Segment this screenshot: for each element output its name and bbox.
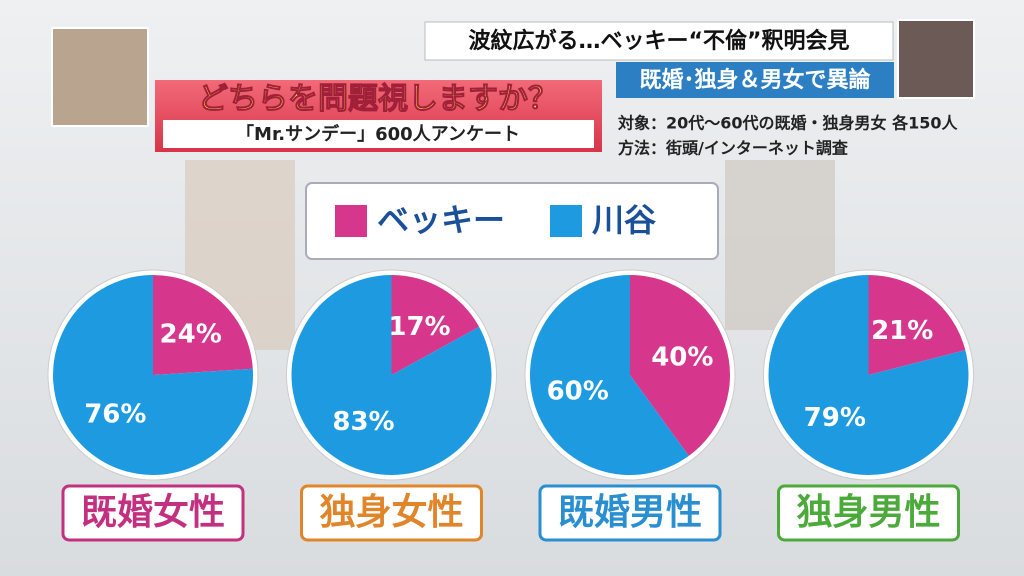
legend-swatch	[335, 205, 367, 237]
pie-slice	[868, 275, 966, 375]
survey-note: 方法：街頭/インターネット調査	[618, 139, 848, 158]
subheadline: 既婚･独身＆男女で異論	[639, 67, 871, 93]
pie-slice	[291, 275, 492, 476]
pie-slice	[630, 275, 730, 456]
pie-title: 既婚男性	[558, 492, 702, 533]
pie-slice	[768, 275, 969, 476]
value-label: 76%	[84, 400, 146, 430]
headline: 波紋広がる…ベッキー“不倫”釈明会見	[469, 28, 850, 54]
pie-slice	[153, 275, 253, 375]
subheadline-box	[616, 62, 894, 98]
presenter-photo	[51, 27, 149, 127]
pie-slice	[391, 275, 480, 375]
survey-note: 対象：20代～60代の既婚・独身男女 各150人	[617, 114, 959, 133]
value-label: 21%	[871, 316, 933, 346]
pie-slice	[529, 275, 689, 476]
pie-title: 独身女性	[319, 492, 463, 533]
legend-box	[305, 182, 719, 260]
pie-title-box	[538, 484, 722, 542]
legend-swatch	[550, 205, 582, 237]
pie-title-box	[300, 484, 483, 542]
legend-label: 川谷	[592, 201, 656, 239]
survey-strip	[163, 120, 594, 148]
pie-title-box	[777, 484, 960, 542]
survey: 「Mr.サンデー」600人アンケート	[236, 123, 520, 145]
pie-title: 既婚女性	[81, 492, 225, 533]
value-label: 79%	[804, 403, 866, 433]
value-label: 60%	[547, 376, 609, 406]
pie-slice	[52, 275, 253, 475]
pie-title: 独身男性	[796, 492, 940, 533]
value-label: 24%	[160, 319, 222, 349]
content: 波紋広がる…ベッキー“不倫”釈明会見既婚･独身＆男女で異論どちらを問題視しますか…	[47, 28, 974, 542]
headline-box	[424, 21, 894, 61]
value-label: 40%	[651, 343, 713, 373]
legend-label: ベッキー	[377, 201, 505, 239]
pie-title-box	[61, 484, 245, 542]
question: どちらを問題視しますか？	[198, 82, 558, 117]
inset-photo	[897, 19, 975, 99]
value-label: 83%	[332, 407, 394, 437]
value-label: 17%	[388, 312, 450, 342]
